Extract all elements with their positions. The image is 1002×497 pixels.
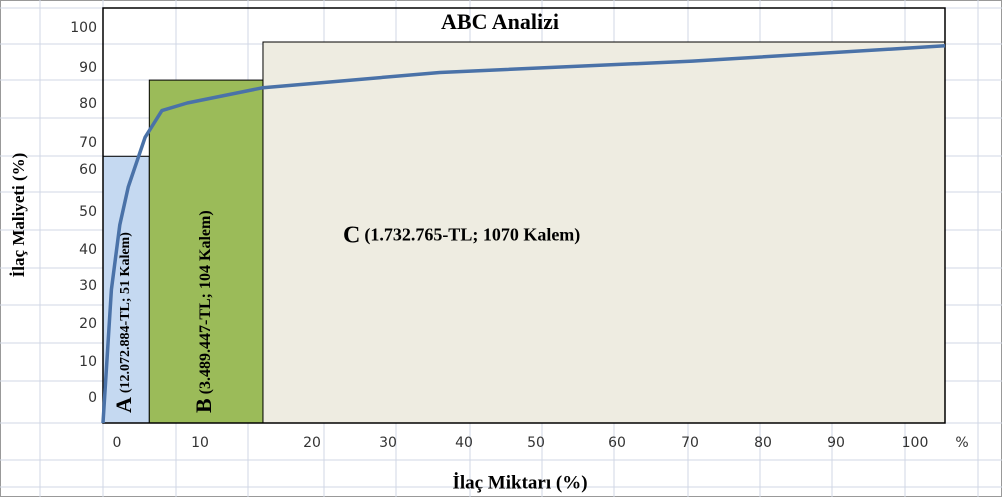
y-cell-label: 20 xyxy=(79,316,97,332)
y-axis-title: İlaç Maliyeti (%) xyxy=(9,153,28,278)
region-name: C xyxy=(343,222,360,248)
y-cell-label: 40 xyxy=(79,242,97,258)
x-cell-label: 0 xyxy=(113,435,122,451)
x-cell-label: 90 xyxy=(827,435,845,451)
y-cell-label: 70 xyxy=(79,135,97,151)
x-cell-label: 10 xyxy=(191,435,209,451)
region-label: A (12.072.884-TL; 51 Kalem) xyxy=(111,232,136,413)
region-label: B (3.489.447-TL; 104 Kalem) xyxy=(191,210,216,413)
y-cell-label: 60 xyxy=(79,162,97,178)
x-cell-label: % xyxy=(955,435,968,451)
chart: A (12.072.884-TL; 51 Kalem) B (3.489.447-TL… xyxy=(9,7,969,493)
region xyxy=(148,79,264,424)
y-cell-label: 30 xyxy=(79,278,97,294)
y-cell-label: 0 xyxy=(88,390,97,406)
region-detail: (3.489.447-TL; 104 Kalem) xyxy=(197,210,214,394)
x-cell-label: 50 xyxy=(527,435,545,451)
region-label: C (1.732.765-TL; 1070 Kalem) xyxy=(343,222,580,248)
line xyxy=(101,44,946,424)
x-cell-label: 70 xyxy=(681,435,699,451)
x-cell-label: 30 xyxy=(379,435,397,451)
y-cell-label: 10 xyxy=(79,354,97,370)
region-detail: (12.072.884-TL; 51 Kalem) xyxy=(118,232,133,393)
region-name: B xyxy=(191,398,216,413)
x-cell-label: 40 xyxy=(455,435,473,451)
x-cell-label: 20 xyxy=(303,435,321,451)
x-cell-label: 80 xyxy=(754,435,772,451)
chart-title: ABC Analizi xyxy=(441,9,559,34)
plot-frame xyxy=(102,7,946,424)
x-cell-label: 100 xyxy=(902,435,929,451)
x-cell-label: 60 xyxy=(608,435,626,451)
region xyxy=(262,41,946,424)
y-cell-label: 80 xyxy=(79,96,97,112)
x-axis-title: İlaç Miktarı (%) xyxy=(452,472,587,493)
y-cell-label: 100 xyxy=(70,20,97,36)
y-cell-label: 90 xyxy=(79,60,97,76)
region-name: A xyxy=(111,397,136,413)
region-detail: (1.732.765-TL; 1070 Kalem) xyxy=(364,225,580,246)
y-cell-label: 50 xyxy=(79,204,97,220)
